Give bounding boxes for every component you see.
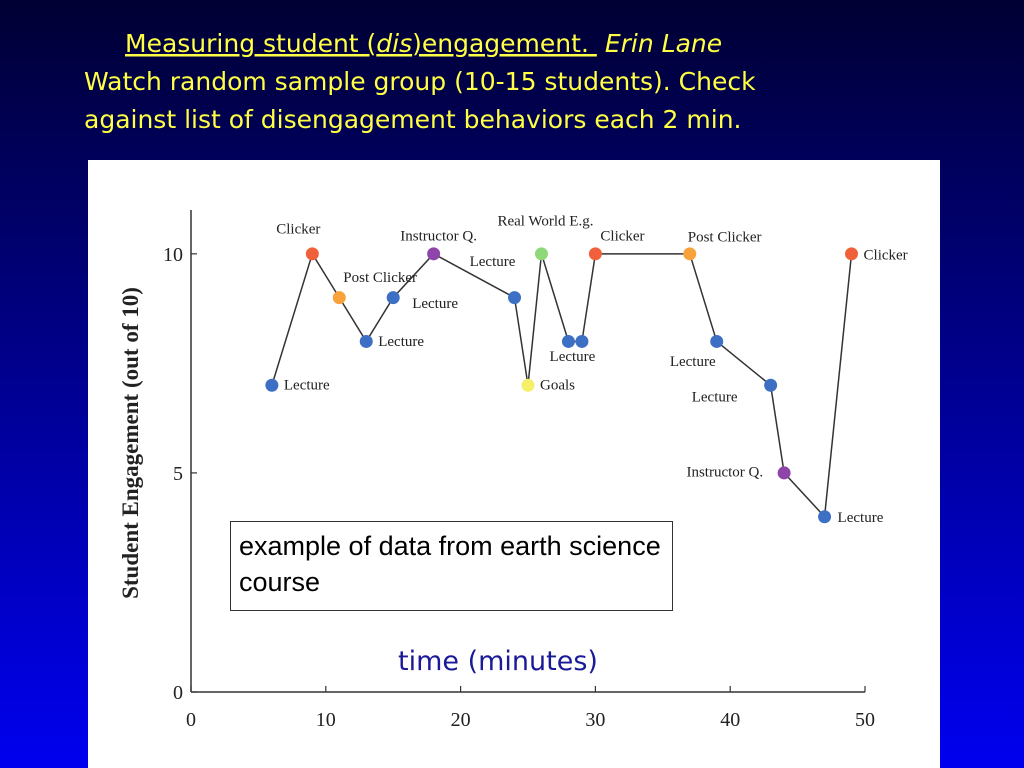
data-point [764, 378, 778, 392]
data-point [818, 510, 832, 524]
title-rest: )engagement. [412, 29, 597, 58]
point-label: Real World E.g. [497, 213, 593, 229]
x-tick-label: 20 [451, 709, 471, 731]
point-label: Lecture [838, 510, 884, 526]
data-point [508, 291, 522, 305]
data-point [588, 247, 602, 261]
point-label: Post Clicker [343, 270, 417, 286]
data-point [265, 378, 279, 392]
chart-panel [88, 160, 940, 768]
point-label: Clicker [864, 247, 908, 263]
point-label: Instructor Q. [400, 228, 477, 244]
data-point [575, 334, 589, 348]
data-point [386, 291, 400, 305]
point-label: Clicker [600, 228, 644, 244]
point-label: Clicker [276, 221, 320, 237]
slide-line: against list of disengagement behaviors … [84, 105, 742, 134]
y-tick-label: 10 [163, 244, 183, 266]
title-author: Erin Lane [605, 29, 722, 58]
annotation-box: example of data from earth science cours… [230, 521, 673, 611]
x-tick-label: 10 [316, 709, 336, 731]
point-label: Lecture [470, 254, 516, 270]
x-tick-label: 30 [585, 709, 605, 731]
y-tick-label: 0 [173, 682, 183, 704]
point-label: Lecture [378, 334, 424, 350]
data-point [845, 247, 859, 261]
data-point [305, 247, 319, 261]
data-point [359, 334, 373, 348]
point-label: Lecture [412, 296, 458, 312]
x-tick-label: 40 [720, 709, 740, 731]
data-point [710, 334, 724, 348]
point-label: Post Clicker [688, 229, 762, 245]
data-point [427, 247, 441, 261]
x-axis-label: time (minutes) [398, 646, 598, 677]
point-label: Instructor Q. [686, 464, 763, 480]
title-lead: Measuring student ( [125, 29, 376, 58]
point-label: Goals [540, 378, 575, 394]
title-italic: dis [376, 29, 412, 58]
data-point [521, 378, 535, 392]
data-point [332, 291, 346, 305]
x-tick-label: 0 [186, 709, 196, 731]
point-label: Lecture [692, 390, 738, 406]
y-axis-label: Student Engagement (out of 10) [118, 287, 143, 599]
slide-title: Measuring student (dis)engagement. Erin … [125, 29, 722, 58]
slide-line: Watch random sample group (10-15 student… [84, 67, 756, 96]
data-point [561, 334, 575, 348]
y-tick-label: 5 [173, 463, 183, 485]
data-line [271, 252, 853, 519]
x-tick-label: 50 [855, 709, 875, 731]
data-point [683, 247, 697, 261]
point-label: Lecture [670, 354, 716, 370]
data-point [534, 247, 548, 261]
point-label: Lecture [550, 349, 596, 365]
data-point [777, 466, 791, 480]
point-label: Lecture [284, 378, 330, 394]
